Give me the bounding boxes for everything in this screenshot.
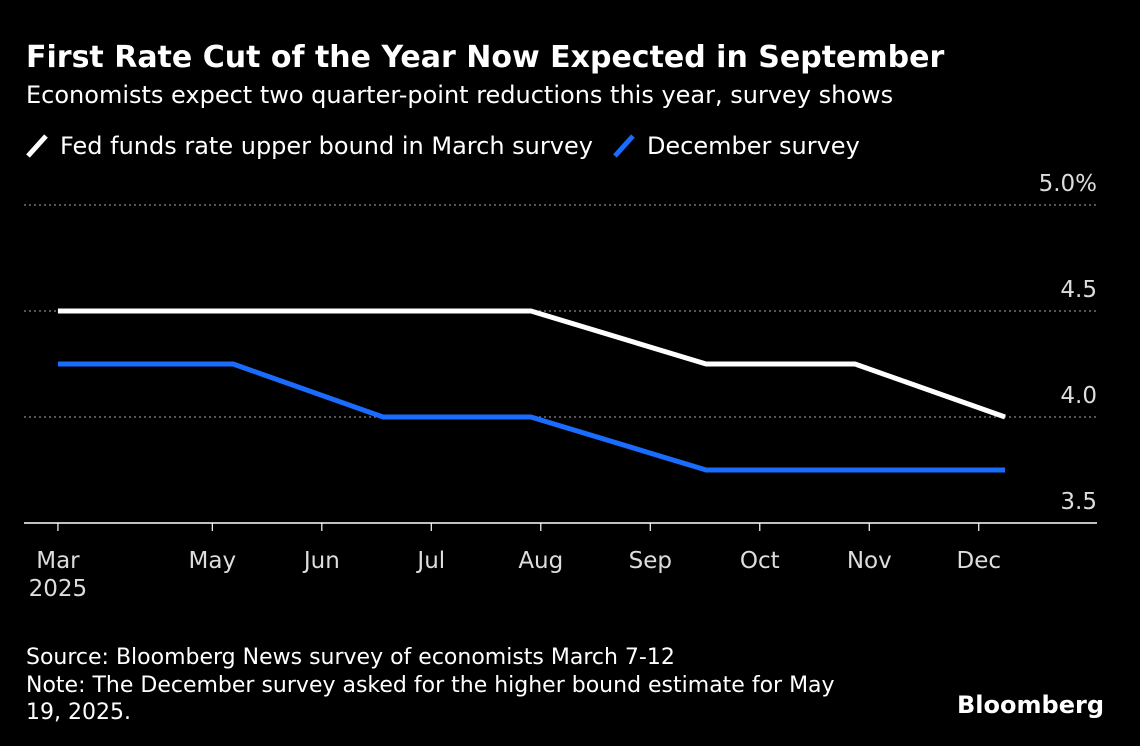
x-tick-label: Mar 2025 [29,548,88,602]
legend-swatch [613,134,635,158]
series-line [57,361,1006,473]
legend-label: December survey [647,132,860,160]
x-tick-label: Aug [518,548,563,574]
y-tick-label: 4.0 [1060,383,1097,409]
x-tick-label: Jun [302,548,340,574]
brand-logo: Bloomberg [957,691,1104,719]
x-tick-label: May [189,548,237,574]
legend-label: Fed funds rate upper bound in March surv… [60,132,593,160]
source: Source: Bloomberg News survey of economi… [26,645,675,670]
x-tick-label: Sep [629,548,672,574]
series-line [57,308,1006,420]
x-tick-label: Jul [415,548,445,574]
chart-subtitle: Economists expect two quarter-point redu… [26,81,893,109]
chart-title: First Rate Cut of the Year Now Expected … [26,40,944,75]
y-tick-label: 3.5 [1060,489,1097,515]
y-tick-label: 5.0% [1039,171,1097,197]
x-tick-label: Oct [740,548,780,574]
y-tick-label: 4.5 [1060,277,1097,303]
note: Note: The December survey asked for the … [26,673,835,725]
legend-swatch [26,134,48,158]
x-tick-label: Dec [956,548,1001,574]
x-tick-label: Nov [847,548,892,574]
